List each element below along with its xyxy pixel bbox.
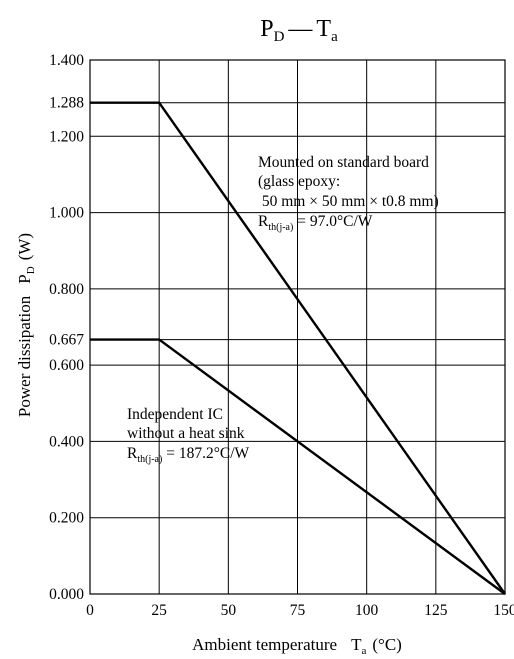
annotation-2-r-value: = 187.2°C/W (162, 445, 249, 462)
y-axis-label: Power dissipation PD (W) (15, 233, 37, 417)
y-tick-label: 0.667 (49, 332, 84, 349)
x-axis-label: Ambient temperature Ta (°C) (192, 635, 402, 657)
annotation-standard-board: Mounted on standard board (glass epoxy: … (258, 154, 439, 233)
annotation-1-rth: Rth(j-a) = 97.0°C/W (258, 213, 373, 233)
series-line-2 (90, 338, 506, 595)
annotation-2-line-1: Independent IC (127, 406, 223, 423)
title-main-sub: D (274, 29, 285, 45)
y-tick-label: 1.000 (49, 205, 84, 222)
x-axis-label-text: Ambient temperature (192, 635, 337, 654)
annotation-2-r-sub: th(j-a) (137, 454, 162, 465)
chart-title: PD — Ta (260, 16, 338, 45)
x-tick-labels: 0 25 50 75 100 125 150 (86, 602, 514, 619)
y-tick-label: 0.000 (49, 586, 84, 603)
y-tick-label: 1.400 (49, 52, 84, 69)
y-axis-label-unit: (W) (15, 233, 34, 260)
x-axis-label-var: T (351, 635, 362, 654)
x-tick-label: 0 (86, 602, 94, 619)
y-tick-label: 0.400 (49, 433, 84, 450)
annotation-1-line-2: (glass epoxy: (258, 173, 340, 190)
x-tick-label: 150 (493, 602, 514, 619)
y-axis-label-var: P (15, 274, 34, 283)
y-axis-label-text: Power dissipation (15, 295, 34, 417)
title-var: T (316, 16, 331, 42)
annotation-2-line-2: without a heat sink (127, 425, 245, 442)
title-dash: — (287, 16, 313, 42)
y-tick-label: 1.200 (49, 128, 84, 145)
series-layer (90, 101, 506, 595)
grid (90, 60, 505, 594)
annotation-2-r: R (127, 445, 138, 462)
y-axis-label-var-sub: D (25, 266, 37, 274)
x-axis-label-var-sub: a (361, 645, 366, 657)
plot-frame (89, 59, 506, 595)
y-tick-label: 0.600 (49, 357, 84, 374)
annotation-1-r: R (258, 213, 269, 230)
x-tick-label: 50 (221, 602, 237, 619)
y-tick-label: 1.288 (49, 95, 84, 112)
annotation-1-line-1: Mounted on standard board (258, 154, 429, 171)
y-tick-label: 0.200 (49, 510, 84, 527)
x-tick-label: 75 (290, 602, 306, 619)
annotation-1-line-3: 50 mm × 50 mm × t0.8 mm) (258, 193, 439, 210)
annotation-1-r-value: = 97.0°C/W (293, 213, 372, 230)
x-axis-label-unit: (°C) (372, 635, 401, 654)
annotation-independent-ic: Independent IC without a heat sink Rth(j… (127, 406, 250, 465)
y-tick-label: 0.800 (49, 281, 84, 298)
title-main: P (260, 16, 273, 42)
title-var-sub: a (331, 29, 338, 45)
x-tick-label: 25 (151, 602, 167, 619)
series-line-1 (90, 101, 506, 595)
x-tick-label: 125 (424, 602, 448, 619)
x-tick-label: 100 (355, 602, 379, 619)
annotation-2-rth: Rth(j-a) = 187.2°C/W (127, 445, 250, 465)
annotation-1-r-sub: th(j-a) (268, 222, 293, 233)
y-tick-labels: 0.000 0.200 0.400 0.600 0.667 0.800 1.000 1.200… (49, 52, 84, 603)
